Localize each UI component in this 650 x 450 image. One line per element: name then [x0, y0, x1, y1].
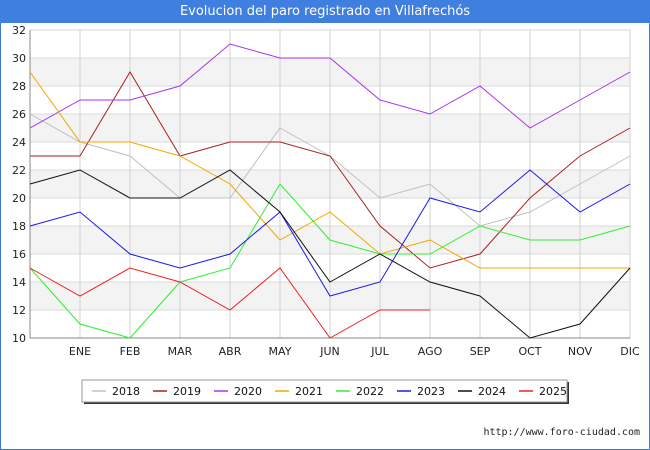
legend-label-2018: 2018 [112, 385, 140, 398]
legend-label-2022: 2022 [356, 385, 384, 398]
x-tick-label: JUN [319, 345, 340, 358]
series-line-2020 [29, 43, 631, 129]
y-tick-label: 14 [12, 276, 26, 289]
y-tick-label: 32 [12, 24, 26, 37]
x-tick-label: ABR [219, 345, 242, 358]
x-tick-label: MAY [269, 345, 292, 358]
legend-label-2023: 2023 [417, 385, 445, 398]
x-tick-label: FEB [120, 345, 141, 358]
x-axis-ticks: ENE FEB MAR ABR MAY JUN JUL AGO SEP OCT NOV DIC [69, 345, 640, 358]
series-line-2019 [30, 71, 631, 269]
series-line-2021 [29, 71, 630, 269]
y-tick-label: 18 [12, 220, 26, 233]
y-tick-label: 30 [12, 52, 26, 65]
x-tick-label: OCT [518, 345, 541, 358]
x-tick-label: SEP [470, 345, 491, 358]
legend: 2018 2019 2020 2021 2022 2023 2024 2025 [81, 379, 569, 404]
legend-label-2019: 2019 [173, 385, 201, 398]
series-line-2024 [29, 169, 631, 339]
y-tick-label: 16 [12, 248, 26, 261]
x-tick-label: AGO [418, 345, 443, 358]
legend-box [81, 379, 568, 403]
y-tick-label: 10 [12, 332, 26, 345]
series-line-2025 [29, 267, 430, 339]
chart-title: Evolucion del paro registrado en Villafr… [0, 0, 650, 23]
y-tick-label: 28 [12, 80, 26, 93]
x-tick-label: MAR [168, 345, 193, 358]
y-tick-label: 22 [12, 164, 26, 177]
x-tick-label: ENE [69, 345, 91, 358]
legend-label-2025: 2025 [539, 385, 567, 398]
series-lines [29, 43, 631, 339]
series-line-2022 [29, 183, 631, 339]
legend-label-2021: 2021 [295, 385, 323, 398]
y-tick-label: 12 [12, 304, 26, 317]
x-tick-label: NOV [568, 345, 593, 358]
y-tick-label: 26 [12, 108, 26, 121]
x-tick-label: DIC [620, 345, 640, 358]
y-tick-label: 20 [12, 192, 26, 205]
legend-label-2024: 2024 [478, 385, 506, 398]
x-tick-label: JUL [370, 345, 389, 358]
legend-label-2020: 2020 [234, 385, 262, 398]
y-tick-label: 24 [12, 136, 26, 149]
y-axis-ticks: 10 12 14 16 18 20 22 24 26 28 30 32 [12, 24, 26, 345]
source-url: http://www.foro-ciudad.com [483, 427, 640, 438]
series-line-2023 [29, 169, 631, 297]
